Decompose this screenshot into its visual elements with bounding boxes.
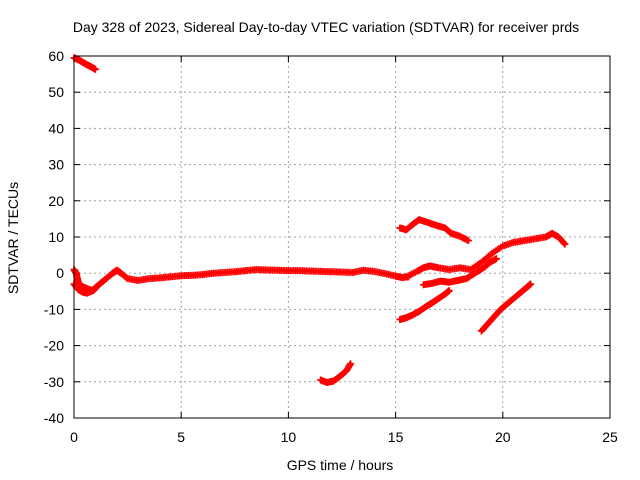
data-point (492, 255, 500, 263)
chart-title: Day 328 of 2023, Sidereal Day-to-day VTE… (73, 19, 579, 35)
series-arc-top-left (70, 54, 99, 73)
y-tick-label: 20 (48, 193, 64, 209)
series-arc-upper-right (396, 216, 472, 245)
y-tick-label: 0 (56, 265, 64, 281)
y-tick-label: -20 (44, 338, 64, 354)
x-tick-label: 20 (495, 429, 511, 445)
data-point (527, 280, 535, 288)
data-point (445, 287, 453, 295)
data-point (561, 240, 569, 248)
x-tick-label: 25 (602, 429, 618, 445)
y-tick-label: -30 (44, 374, 64, 390)
series-arc-19-down-right (477, 280, 535, 335)
data-point (560, 239, 568, 247)
y-axis-label: SDTVAR / TECUs (5, 182, 21, 294)
data-points (70, 54, 569, 387)
plot-frame (73, 55, 611, 419)
data-point (347, 360, 355, 368)
grid (74, 56, 610, 418)
data-point (464, 237, 472, 245)
axis-ticks: 0 5 10 15 20 25 -40 -30 -20 -10 0 10 20 30 40 50 60 (44, 48, 618, 445)
series-arc-bottom-mid (317, 360, 355, 387)
x-tick-label: 10 (281, 429, 297, 445)
x-axis-label: GPS time / hours (287, 457, 394, 473)
x-tick-label: 15 (388, 429, 404, 445)
y-tick-label: -40 (44, 410, 64, 426)
series-arc-16-to-20 (419, 255, 500, 289)
y-tick-label: -10 (44, 301, 64, 317)
series-line (404, 231, 567, 279)
data-point (91, 65, 99, 73)
y-tick-label: 40 (48, 120, 64, 136)
series-arc-main-baseline (70, 266, 412, 295)
y-tick-label: 50 (48, 84, 64, 100)
y-tick-label: 10 (48, 229, 64, 245)
y-tick-label: 60 (48, 48, 64, 64)
x-tick-label: 5 (177, 429, 185, 445)
data-point (91, 284, 99, 292)
x-tick-label: 0 (70, 429, 78, 445)
series-arc-15-to-22 (402, 229, 569, 281)
series-arc-15-down-right (396, 287, 453, 324)
y-tick-label: 30 (48, 157, 64, 173)
